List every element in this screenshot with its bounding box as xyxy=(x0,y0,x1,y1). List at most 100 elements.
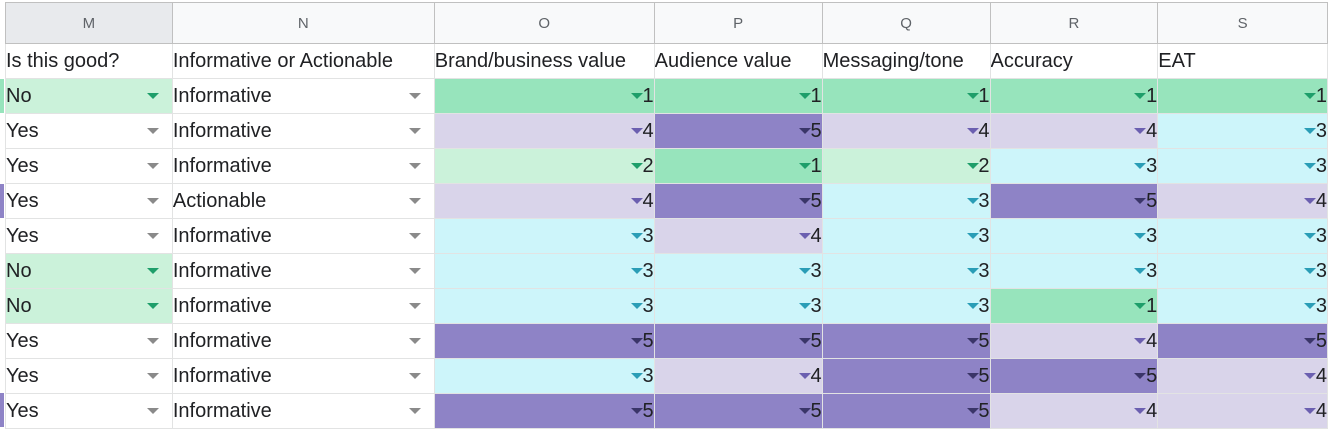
dropdown-arrow-icon[interactable] xyxy=(630,303,643,309)
audience-score-cell[interactable]: 5 xyxy=(653,183,823,219)
dropdown-arrow-icon[interactable] xyxy=(408,198,421,204)
audience-score-cell[interactable]: 4 xyxy=(653,218,823,254)
brand-score-cell[interactable]: 3 xyxy=(433,288,655,324)
type-dropdown-cell[interactable]: Actionable xyxy=(171,183,435,219)
messaging-score-cell[interactable]: 4 xyxy=(821,113,991,149)
good-dropdown-cell[interactable]: Yes xyxy=(5,393,173,429)
dropdown-arrow-icon[interactable] xyxy=(1134,338,1147,344)
dropdown-arrow-icon[interactable] xyxy=(1134,408,1147,414)
eat-score-cell[interactable]: 3 xyxy=(1157,218,1328,254)
audience-score-cell[interactable]: 5 xyxy=(653,323,823,359)
accuracy-score-cell[interactable]: 4 xyxy=(989,113,1159,149)
type-dropdown-cell[interactable]: Informative xyxy=(171,148,435,184)
audience-score-cell[interactable]: 5 xyxy=(653,393,823,429)
header-cell-eat[interactable]: EAT xyxy=(1157,43,1328,79)
dropdown-arrow-icon[interactable] xyxy=(966,93,979,99)
audience-score-cell[interactable]: 5 xyxy=(653,113,823,149)
dropdown-arrow-icon[interactable] xyxy=(1304,373,1316,379)
dropdown-arrow-icon[interactable] xyxy=(146,268,159,274)
column-header-q[interactable]: Q xyxy=(821,2,991,44)
accuracy-score-cell[interactable]: 1 xyxy=(989,288,1159,324)
good-dropdown-cell[interactable]: Yes xyxy=(5,323,173,359)
accuracy-score-cell[interactable]: 1 xyxy=(989,78,1159,114)
dropdown-arrow-icon[interactable] xyxy=(1304,338,1316,344)
header-cell-type[interactable]: Informative or Actionable xyxy=(171,43,435,79)
eat-score-cell[interactable]: 3 xyxy=(1157,288,1328,324)
messaging-score-cell[interactable]: 3 xyxy=(821,288,991,324)
dropdown-arrow-icon[interactable] xyxy=(146,128,159,134)
column-header-p[interactable]: P xyxy=(653,2,823,44)
good-dropdown-cell[interactable]: No xyxy=(5,288,173,324)
accuracy-score-cell[interactable]: 3 xyxy=(989,218,1159,254)
dropdown-arrow-icon[interactable] xyxy=(798,93,811,99)
eat-score-cell[interactable]: 5 xyxy=(1157,323,1328,359)
dropdown-arrow-icon[interactable] xyxy=(966,128,979,134)
eat-score-cell[interactable]: 1 xyxy=(1157,78,1328,114)
brand-score-cell[interactable]: 2 xyxy=(433,148,655,184)
dropdown-arrow-icon[interactable] xyxy=(146,198,159,204)
brand-score-cell[interactable]: 4 xyxy=(433,183,655,219)
dropdown-arrow-icon[interactable] xyxy=(630,373,643,379)
dropdown-arrow-icon[interactable] xyxy=(798,303,811,309)
messaging-score-cell[interactable]: 1 xyxy=(821,78,991,114)
type-dropdown-cell[interactable]: Informative xyxy=(171,253,435,289)
dropdown-arrow-icon[interactable] xyxy=(630,408,643,414)
dropdown-arrow-icon[interactable] xyxy=(630,268,643,274)
dropdown-arrow-icon[interactable] xyxy=(1304,268,1316,274)
dropdown-arrow-icon[interactable] xyxy=(966,163,979,169)
messaging-score-cell[interactable]: 5 xyxy=(821,323,991,359)
dropdown-arrow-icon[interactable] xyxy=(408,408,421,414)
dropdown-arrow-icon[interactable] xyxy=(966,373,979,379)
accuracy-score-cell[interactable]: 4 xyxy=(989,323,1159,359)
dropdown-arrow-icon[interactable] xyxy=(630,128,643,134)
type-dropdown-cell[interactable]: Informative xyxy=(171,113,435,149)
eat-score-cell[interactable]: 4 xyxy=(1157,358,1328,394)
dropdown-arrow-icon[interactable] xyxy=(798,128,811,134)
dropdown-arrow-icon[interactable] xyxy=(1304,408,1316,414)
dropdown-arrow-icon[interactable] xyxy=(408,268,421,274)
dropdown-arrow-icon[interactable] xyxy=(1134,163,1147,169)
dropdown-arrow-icon[interactable] xyxy=(630,93,643,99)
dropdown-arrow-icon[interactable] xyxy=(966,408,979,414)
header-cell-audience[interactable]: Audience value xyxy=(653,43,823,79)
type-dropdown-cell[interactable]: Informative xyxy=(171,218,435,254)
type-dropdown-cell[interactable]: Informative xyxy=(171,358,435,394)
messaging-score-cell[interactable]: 5 xyxy=(821,393,991,429)
accuracy-score-cell[interactable]: 3 xyxy=(989,253,1159,289)
dropdown-arrow-icon[interactable] xyxy=(798,268,811,274)
brand-score-cell[interactable]: 4 xyxy=(433,113,655,149)
dropdown-arrow-icon[interactable] xyxy=(1304,198,1316,204)
good-dropdown-cell[interactable]: Yes xyxy=(5,358,173,394)
brand-score-cell[interactable]: 3 xyxy=(433,358,655,394)
messaging-score-cell[interactable]: 2 xyxy=(821,148,991,184)
messaging-score-cell[interactable]: 3 xyxy=(821,253,991,289)
messaging-score-cell[interactable]: 3 xyxy=(821,218,991,254)
dropdown-arrow-icon[interactable] xyxy=(1134,303,1147,309)
dropdown-arrow-icon[interactable] xyxy=(408,93,421,99)
dropdown-arrow-icon[interactable] xyxy=(966,233,979,239)
dropdown-arrow-icon[interactable] xyxy=(798,408,811,414)
dropdown-arrow-icon[interactable] xyxy=(1304,303,1316,309)
dropdown-arrow-icon[interactable] xyxy=(630,163,643,169)
dropdown-arrow-icon[interactable] xyxy=(408,373,421,379)
dropdown-arrow-icon[interactable] xyxy=(1134,373,1147,379)
dropdown-arrow-icon[interactable] xyxy=(1134,268,1147,274)
dropdown-arrow-icon[interactable] xyxy=(1304,93,1316,99)
dropdown-arrow-icon[interactable] xyxy=(630,338,643,344)
eat-score-cell[interactable]: 4 xyxy=(1157,183,1328,219)
header-cell-accuracy[interactable]: Accuracy xyxy=(989,43,1159,79)
dropdown-arrow-icon[interactable] xyxy=(1304,128,1316,134)
dropdown-arrow-icon[interactable] xyxy=(1134,128,1147,134)
dropdown-arrow-icon[interactable] xyxy=(798,373,811,379)
audience-score-cell[interactable]: 4 xyxy=(653,358,823,394)
good-dropdown-cell[interactable]: Yes xyxy=(5,218,173,254)
dropdown-arrow-icon[interactable] xyxy=(146,93,159,99)
dropdown-arrow-icon[interactable] xyxy=(1304,233,1316,239)
dropdown-arrow-icon[interactable] xyxy=(408,338,421,344)
brand-score-cell[interactable]: 3 xyxy=(433,253,655,289)
dropdown-arrow-icon[interactable] xyxy=(1304,163,1316,169)
dropdown-arrow-icon[interactable] xyxy=(408,233,421,239)
brand-score-cell[interactable]: 1 xyxy=(433,78,655,114)
column-header-m[interactable]: M xyxy=(5,2,173,44)
column-header-s[interactable]: S xyxy=(1157,2,1328,44)
